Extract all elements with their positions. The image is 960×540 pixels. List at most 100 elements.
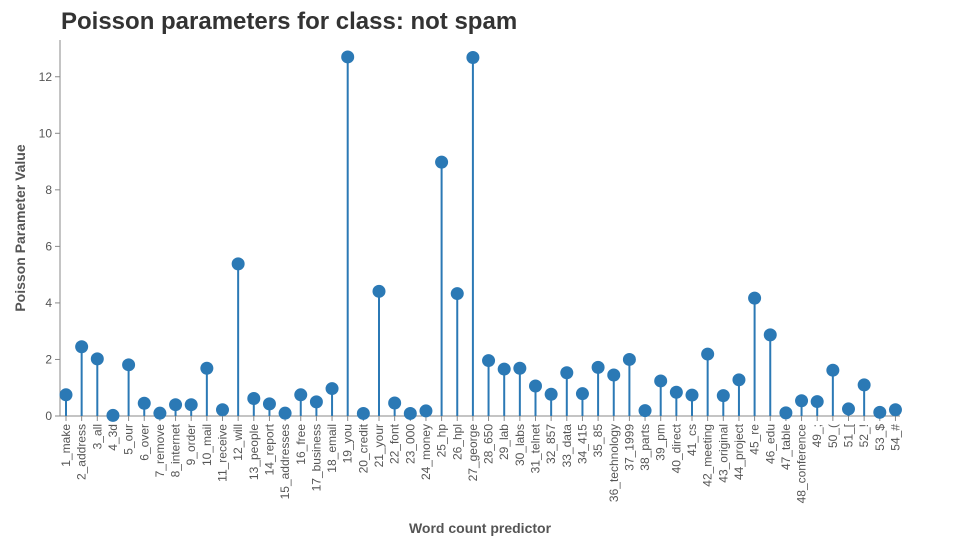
lollipop-point[interactable] — [59, 388, 73, 402]
lollipop-1_make[interactable] — [59, 388, 73, 416]
lollipop-9_order[interactable] — [184, 398, 198, 416]
lollipop-43_original[interactable] — [716, 389, 730, 416]
lollipop-54_#[interactable] — [888, 403, 902, 417]
lollipop-point[interactable] — [701, 347, 715, 361]
lollipop-29_lab[interactable] — [497, 362, 511, 416]
lollipop-point[interactable] — [309, 395, 323, 409]
lollipop-point[interactable] — [685, 388, 699, 402]
lollipop-23_000[interactable] — [403, 406, 417, 420]
lollipop-32_857[interactable] — [544, 387, 558, 416]
lollipop-41_cs[interactable] — [685, 388, 699, 416]
lollipop-point[interactable] — [450, 287, 464, 301]
lollipop-point[interactable] — [575, 387, 589, 401]
lollipop-point[interactable] — [732, 373, 746, 387]
lollipop-36_technology[interactable] — [607, 368, 621, 416]
lollipop-12_will[interactable] — [231, 257, 245, 416]
lollipop-point[interactable] — [513, 361, 527, 375]
lollipop-point[interactable] — [372, 284, 386, 298]
lollipop-27_george[interactable] — [466, 51, 480, 416]
lollipop-point[interactable] — [497, 362, 511, 376]
lollipop-point[interactable] — [795, 394, 809, 408]
lollipop-point[interactable] — [544, 387, 558, 401]
lollipop-37_1999[interactable] — [622, 352, 636, 416]
lollipop-point[interactable] — [857, 378, 871, 392]
lollipop-point[interactable] — [247, 391, 261, 405]
lollipop-46_edu[interactable] — [763, 328, 777, 416]
lollipop-point[interactable] — [842, 402, 855, 416]
lollipop-19_you[interactable] — [341, 50, 355, 416]
lollipop-39_pm[interactable] — [654, 374, 668, 416]
lollipop-53_$[interactable] — [873, 405, 887, 419]
lollipop-44_project[interactable] — [732, 373, 746, 416]
lollipop-point[interactable] — [262, 397, 276, 411]
lollipop-point[interactable] — [435, 155, 449, 169]
lollipop-point[interactable] — [106, 408, 120, 422]
lollipop-7_remove[interactable] — [153, 406, 167, 420]
lollipop-28_650[interactable] — [482, 354, 496, 416]
lollipop-point[interactable] — [654, 374, 668, 388]
lollipop-point[interactable] — [90, 352, 104, 366]
lollipop-point[interactable] — [560, 366, 574, 380]
lollipop-point[interactable] — [810, 395, 824, 409]
lollipop-25_hp[interactable] — [435, 155, 449, 416]
lollipop-30_labs[interactable] — [513, 361, 527, 416]
lollipop-point[interactable] — [137, 396, 151, 410]
lollipop-point[interactable] — [153, 406, 167, 420]
lollipop-point[interactable] — [763, 328, 777, 342]
lollipop-18_email[interactable] — [325, 382, 339, 416]
lollipop-point[interactable] — [169, 398, 183, 412]
lollipop-6_over[interactable] — [137, 396, 151, 416]
lollipop-point[interactable] — [607, 368, 621, 382]
lollipop-point[interactable] — [622, 352, 636, 366]
lollipop-16_free[interactable] — [294, 388, 308, 416]
lollipop-40_direct[interactable] — [669, 385, 683, 416]
lollipop-31_telnet[interactable] — [529, 379, 542, 416]
lollipop-point[interactable] — [669, 385, 683, 399]
lollipop-point[interactable] — [826, 363, 840, 377]
lollipop-point[interactable] — [75, 340, 89, 354]
lollipop-point[interactable] — [200, 361, 214, 375]
lollipop-51_[[interactable] — [842, 402, 855, 416]
lollipop-5_our[interactable] — [122, 358, 136, 416]
lollipop-4_3d[interactable] — [106, 408, 120, 422]
lollipop-point[interactable] — [325, 382, 339, 396]
lollipop-2_address[interactable] — [75, 340, 89, 416]
lollipop-point[interactable] — [888, 403, 902, 417]
lollipop-point[interactable] — [341, 50, 355, 64]
lollipop-14_report[interactable] — [262, 397, 276, 416]
lollipop-24_money[interactable] — [419, 404, 433, 418]
lollipop-49_;[interactable] — [810, 395, 824, 416]
lollipop-point[interactable] — [466, 51, 480, 65]
lollipop-38_parts[interactable] — [638, 404, 652, 418]
lollipop-point[interactable] — [356, 406, 370, 420]
lollipop-34_415[interactable] — [575, 387, 589, 416]
lollipop-45_re[interactable] — [748, 291, 762, 416]
lollipop-point[interactable] — [748, 291, 762, 305]
lollipop-point[interactable] — [388, 396, 402, 410]
lollipop-3_all[interactable] — [90, 352, 104, 416]
lollipop-35_85[interactable] — [591, 360, 605, 416]
lollipop-point[interactable] — [482, 354, 496, 368]
lollipop-point[interactable] — [216, 403, 229, 417]
lollipop-17_business[interactable] — [309, 395, 323, 416]
lollipop-20_credit[interactable] — [356, 406, 370, 420]
lollipop-47_table[interactable] — [779, 406, 793, 420]
lollipop-33_data[interactable] — [560, 366, 574, 416]
lollipop-8_internet[interactable] — [169, 398, 183, 416]
lollipop-point[interactable] — [294, 388, 308, 402]
lollipop-point[interactable] — [779, 406, 793, 420]
lollipop-22_font[interactable] — [388, 396, 402, 416]
lollipop-point[interactable] — [716, 389, 730, 403]
lollipop-point[interactable] — [529, 379, 542, 393]
lollipop-point[interactable] — [873, 405, 887, 419]
lollipop-10_mail[interactable] — [200, 361, 214, 416]
lollipop-15_addresses[interactable] — [278, 406, 292, 420]
lollipop-point[interactable] — [184, 398, 198, 412]
lollipop-21_your[interactable] — [372, 284, 386, 416]
lollipop-52_![interactable] — [857, 378, 871, 416]
lollipop-48_conference[interactable] — [795, 394, 809, 416]
lollipop-point[interactable] — [231, 257, 245, 271]
lollipop-point[interactable] — [638, 404, 652, 418]
lollipop-11_receive[interactable] — [216, 403, 229, 417]
lollipop-point[interactable] — [591, 360, 605, 374]
